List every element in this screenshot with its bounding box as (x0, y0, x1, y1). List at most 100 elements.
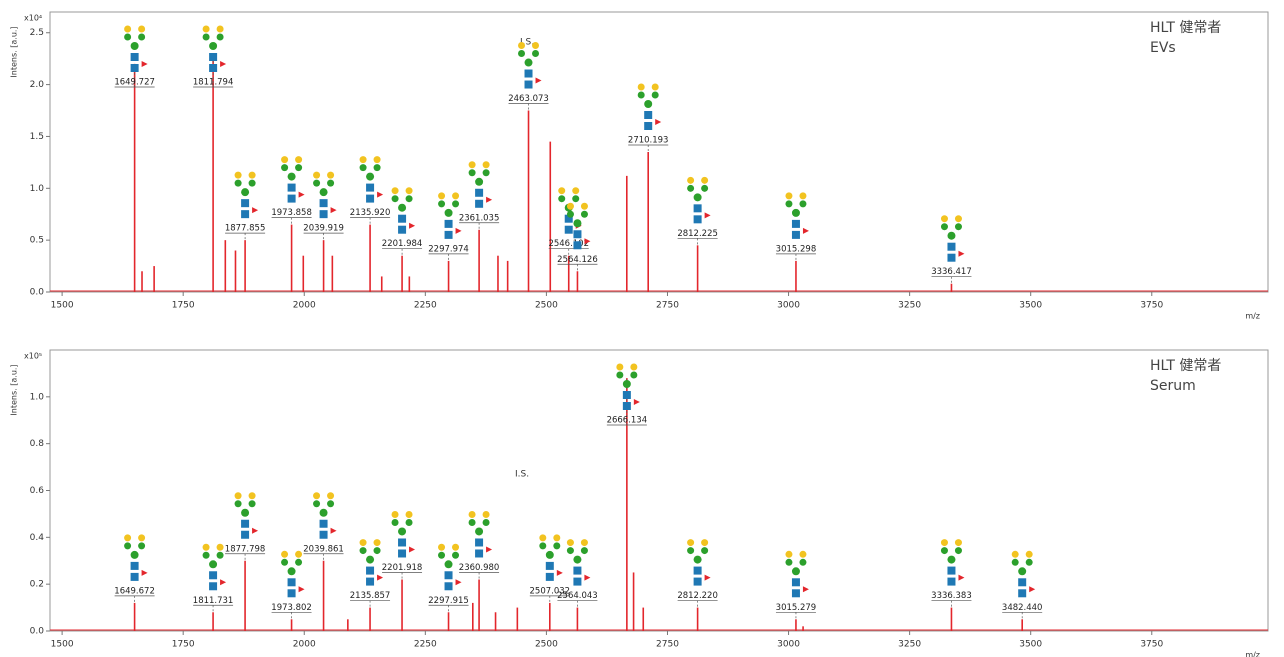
y-tick-label: 0.6 (30, 486, 45, 496)
glycan-icon (202, 25, 227, 72)
glycan-icon (940, 539, 965, 586)
x-tick-label: 2500 (535, 301, 558, 311)
glycan-icon (281, 156, 305, 203)
x-axis-label: m/z (1245, 651, 1260, 657)
glycan-icon (687, 176, 711, 224)
glycan-icon (637, 83, 662, 130)
x-tick-label: 1500 (51, 301, 74, 311)
peak-label: 1973.858 (271, 208, 312, 218)
peak-label: 2201.984 (382, 239, 423, 249)
glycan-icon (234, 492, 259, 539)
y-multiplier: x10⁴ (24, 14, 42, 23)
peak-label: 2507.032 (530, 586, 571, 596)
glycan-icon (616, 363, 640, 410)
glycan-icon (391, 187, 416, 234)
x-tick-label: 3000 (777, 640, 800, 650)
peak-label: 1877.855 (225, 224, 266, 234)
peak-label: 1649.672 (114, 586, 155, 596)
y-tick-label: 0.2 (30, 580, 44, 590)
plot-frame (49, 11, 1269, 293)
y-axis-label: Intens. [a.u.] (10, 364, 19, 415)
glycan-icon (687, 539, 711, 586)
panel-subtitle: EVs (1150, 40, 1176, 56)
peak-label: 1877.798 (225, 544, 266, 554)
y-tick-label: 1.0 (30, 392, 45, 402)
glycan-icon (785, 192, 809, 239)
peak-label: 2812.220 (677, 591, 718, 601)
peak-label: 2360.980 (459, 563, 500, 573)
glycan-icon (785, 550, 809, 598)
x-tick-label: 2750 (656, 640, 679, 650)
annotation: I.S. (515, 470, 529, 480)
peak-label: 3015.279 (776, 603, 817, 613)
x-tick-label: 2500 (535, 640, 558, 650)
peak-label: 2297.915 (428, 596, 469, 606)
x-tick-label: 3750 (1140, 640, 1163, 650)
glycan-icon (281, 550, 305, 598)
glycan-icon (468, 510, 493, 558)
glycan-icon (940, 215, 965, 262)
peak-label: 1649.727 (114, 78, 155, 88)
annotation: I.S. (520, 38, 534, 48)
glycan-icon (313, 171, 337, 219)
glycan-icon (391, 510, 416, 558)
peak-label: 2361.035 (459, 213, 500, 223)
panel-title: HLT 健常者 (1150, 358, 1221, 374)
x-tick-label: 2250 (414, 301, 437, 311)
x-tick-label: 3750 (1140, 301, 1163, 311)
x-tick-label: 2000 (293, 640, 316, 650)
y-tick-label: 0.5 (30, 236, 44, 246)
peak-label: 2039.919 (303, 224, 344, 234)
peak-label: 2812.225 (677, 229, 718, 239)
glycan-icon (566, 539, 591, 586)
x-tick-label: 3500 (1019, 301, 1042, 311)
y-tick-label: 0.4 (30, 533, 45, 543)
x-tick-label: 1750 (172, 301, 195, 311)
x-tick-label: 3250 (898, 301, 921, 311)
glycan-icon (313, 492, 337, 539)
glycan-icon (359, 156, 384, 203)
peak-label: 1811.731 (193, 596, 234, 606)
y-tick-label: 2.5 (30, 28, 44, 38)
peak-label: 3015.298 (776, 244, 817, 254)
peak-label: 3336.417 (931, 267, 972, 277)
x-tick-label: 2750 (656, 301, 679, 311)
peak-label: 2666.134 (607, 416, 648, 426)
y-tick-label: 1.5 (30, 132, 44, 142)
x-tick-label: 2000 (293, 301, 316, 311)
peak-label: 2297.974 (428, 244, 469, 254)
peak-label: 2546.102 (548, 239, 589, 249)
peak-label: 2135.857 (350, 591, 391, 601)
glycan-icon (539, 534, 563, 581)
y-tick-label: 2.0 (30, 80, 45, 90)
peak-label: 2564.126 (557, 255, 598, 265)
x-tick-label: 2250 (414, 640, 437, 650)
peak-label: 3482.440 (1002, 603, 1043, 613)
peak-label: 2710.193 (628, 136, 669, 146)
glycan-icon (124, 534, 148, 581)
glycan-icon (124, 25, 148, 72)
glycan-icon (359, 539, 384, 586)
y-tick-label: 1.0 (30, 184, 45, 194)
peak-label: 1973.802 (271, 603, 312, 613)
glycan-icon (1011, 550, 1036, 598)
peak-label: 2564.043 (557, 591, 598, 601)
x-tick-label: 3250 (898, 640, 921, 650)
panel-subtitle: Serum (1150, 378, 1196, 394)
glycan-icon (202, 543, 227, 591)
panel-title: HLT 健常者 (1150, 20, 1221, 36)
y-axis-label: Intens. [a.u.] (10, 26, 19, 77)
peak-label: 2135.920 (350, 208, 391, 218)
x-axis-label: m/z (1245, 312, 1260, 321)
peak-label: 1811.794 (193, 78, 234, 88)
y-multiplier: x10⁵ (24, 352, 42, 361)
glycan-icon (234, 171, 259, 219)
peak-label: 2463.073 (508, 94, 549, 104)
x-tick-label: 1500 (51, 640, 74, 650)
glycan-icon (518, 42, 542, 89)
y-tick-label: 0.0 (30, 288, 45, 298)
y-tick-label: 0.0 (30, 627, 45, 637)
peak-label: 2201.918 (382, 563, 423, 573)
